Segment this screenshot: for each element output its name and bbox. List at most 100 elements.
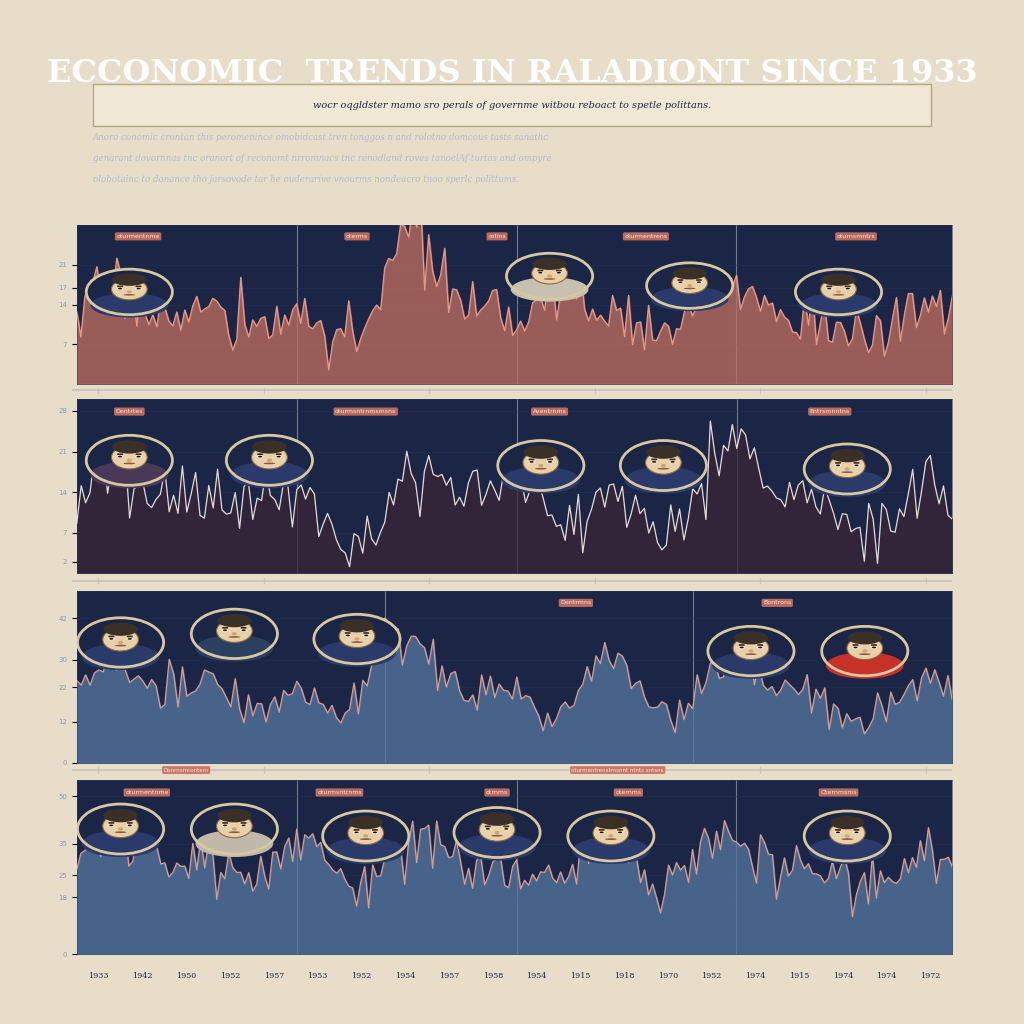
Ellipse shape [327,838,404,864]
Text: 1915: 1915 [570,972,591,980]
Ellipse shape [859,653,870,655]
Ellipse shape [118,456,122,458]
Ellipse shape [112,279,147,300]
Ellipse shape [216,620,252,642]
Ellipse shape [339,625,375,647]
Ellipse shape [532,258,567,270]
Ellipse shape [262,461,276,468]
Ellipse shape [645,262,734,309]
Ellipse shape [734,631,768,644]
Ellipse shape [217,614,252,628]
Ellipse shape [537,271,544,274]
Ellipse shape [358,837,373,844]
Text: 1957: 1957 [438,972,459,980]
Ellipse shape [112,273,146,286]
Ellipse shape [117,456,124,458]
Ellipse shape [608,835,613,838]
Ellipse shape [645,451,681,474]
Ellipse shape [349,640,365,647]
Ellipse shape [503,827,510,830]
Ellipse shape [127,291,132,294]
Ellipse shape [373,831,377,834]
Ellipse shape [122,293,136,299]
Ellipse shape [128,824,132,826]
Ellipse shape [836,465,840,466]
Ellipse shape [126,637,133,640]
Ellipse shape [453,807,541,858]
Ellipse shape [90,462,168,488]
Ellipse shape [124,294,135,296]
Ellipse shape [687,284,692,287]
Ellipse shape [808,838,886,864]
Ellipse shape [359,839,372,840]
Ellipse shape [594,816,628,829]
Text: 1933: 1933 [88,972,109,980]
Text: 1954: 1954 [526,972,547,980]
Ellipse shape [852,646,859,649]
Ellipse shape [346,635,350,636]
Ellipse shape [620,440,708,492]
Ellipse shape [603,837,618,844]
Text: 1942: 1942 [132,972,153,980]
Text: olobotainc to donance tho jarsovode tar he ouderarive vnourms nondeacro tnoo spe: olobotainc to donance tho jarsovode tar … [93,174,519,183]
Ellipse shape [225,435,313,485]
Ellipse shape [103,623,138,636]
Ellipse shape [85,435,173,485]
Ellipse shape [497,440,585,492]
Ellipse shape [136,288,140,290]
Ellipse shape [656,467,671,473]
Ellipse shape [871,646,877,648]
Ellipse shape [127,459,132,462]
Ellipse shape [365,635,369,636]
Ellipse shape [572,838,650,864]
Ellipse shape [77,617,165,668]
Text: Entrsmnntns: Entrsmnntns [810,409,850,414]
Ellipse shape [217,809,252,822]
Ellipse shape [492,835,503,837]
Text: oturmentrens: oturmentrens [625,233,668,239]
Ellipse shape [803,443,891,495]
Ellipse shape [124,463,135,464]
Ellipse shape [112,440,146,454]
Ellipse shape [743,652,759,658]
Ellipse shape [853,464,860,467]
Ellipse shape [829,455,865,477]
Ellipse shape [523,445,558,459]
Ellipse shape [529,461,534,463]
Ellipse shape [348,816,383,829]
Ellipse shape [267,459,272,462]
Text: 1952: 1952 [351,972,372,980]
Ellipse shape [830,449,864,462]
Ellipse shape [118,641,123,644]
Ellipse shape [846,288,850,290]
Ellipse shape [795,268,883,315]
Ellipse shape [827,288,831,290]
Ellipse shape [845,467,850,471]
Ellipse shape [745,653,757,655]
Ellipse shape [480,812,514,825]
Ellipse shape [114,830,128,837]
Ellipse shape [115,831,126,834]
Ellipse shape [322,810,410,861]
Ellipse shape [593,821,629,845]
Ellipse shape [544,279,555,280]
Ellipse shape [833,294,845,296]
Ellipse shape [826,652,903,679]
Ellipse shape [835,830,842,834]
Text: oterms: oterms [346,233,368,239]
Ellipse shape [854,465,858,466]
Ellipse shape [340,620,374,633]
Ellipse shape [263,463,275,464]
Ellipse shape [252,445,288,469]
Ellipse shape [354,637,359,641]
Ellipse shape [351,641,362,643]
Text: 1954: 1954 [395,972,416,980]
Text: 1958: 1958 [482,972,503,980]
Ellipse shape [625,467,702,494]
Ellipse shape [539,464,544,467]
Ellipse shape [557,272,561,273]
Ellipse shape [820,626,909,676]
Ellipse shape [844,288,852,290]
Ellipse shape [252,440,287,454]
Ellipse shape [256,456,264,458]
